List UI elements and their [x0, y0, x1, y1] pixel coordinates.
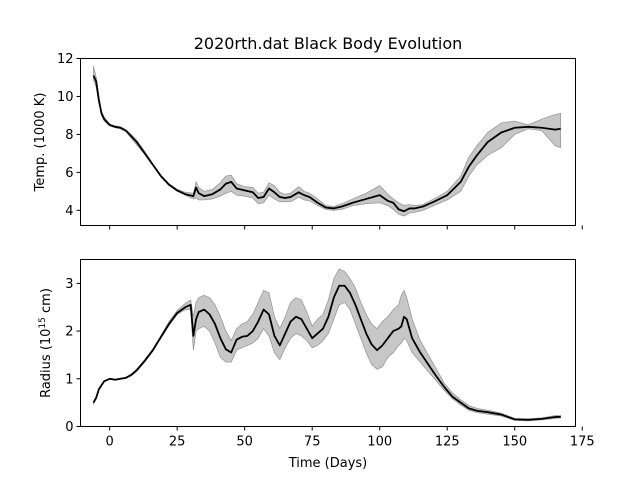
- radius-x-tick-label: 75: [304, 435, 321, 450]
- radius-x-tick-label: 0: [106, 435, 114, 450]
- radius-x-ticks: 0 25 50 75 100 125 150 175: [106, 426, 595, 450]
- radius-y-axis-label-exponent: 15: [38, 317, 48, 328]
- radius-x-tick-label: 25: [169, 435, 186, 450]
- radius-x-tick-label: 175: [570, 435, 595, 450]
- temperature-y-tick-label: 4: [65, 204, 73, 219]
- radius-x-tick-label: 50: [236, 435, 253, 450]
- temperature-y-ticks: 4 6 8 10 12: [57, 52, 81, 219]
- temperature-line-layer: [92, 75, 561, 213]
- radius-line-layer: [92, 284, 561, 421]
- radius-y-axis-label-base: Radius (10: [39, 329, 54, 398]
- temperature-line-0: [92, 75, 561, 213]
- temperature-uncertainty-band-layer: [93, 65, 562, 217]
- radius-line-0: [92, 284, 561, 421]
- radius-x-tick-label: 125: [435, 435, 460, 450]
- radius-panel: 0 25 50 75 100 125 150 175 0 1 2 3 Radius (1015 cm…: [38, 259, 595, 471]
- temperature-y-tick-label: 12: [57, 52, 74, 67]
- radius-x-tick-label: 100: [367, 435, 392, 450]
- x-axis-label: Time (Days): [288, 456, 368, 471]
- temperature-x-ticks: [109, 225, 583, 230]
- temperature-band-0: [93, 65, 562, 217]
- radius-y-tick-label: 1: [65, 372, 73, 387]
- radius-y-ticks: 0 1 2 3: [65, 277, 81, 435]
- radius-y-tick-label: 3: [65, 277, 73, 292]
- temperature-y-tick-label: 10: [57, 90, 74, 105]
- radius-y-axis-label-unit: cm): [39, 288, 54, 317]
- radius-y-tick-label: 0: [65, 420, 73, 435]
- temperature-y-tick-label: 6: [65, 166, 73, 181]
- radius-uncertainty-band-layer: [93, 268, 562, 422]
- chart-title: 2020rth.dat Black Body Evolution: [194, 34, 463, 53]
- radius-axes-frame: [80, 259, 576, 427]
- temperature-panel: 4 6 8 10 12 Temp. (1000 K): [33, 52, 583, 230]
- radius-band-0: [93, 268, 562, 422]
- radius-y-tick-label: 2: [65, 325, 73, 340]
- temperature-y-axis-label: Temp. (1000 K): [33, 93, 48, 193]
- radius-x-tick-label: 150: [502, 435, 527, 450]
- temperature-y-tick-label: 8: [65, 128, 73, 143]
- radius-y-axis-label: Radius (1015 cm): [38, 288, 54, 398]
- temperature-axes-frame: [80, 58, 576, 226]
